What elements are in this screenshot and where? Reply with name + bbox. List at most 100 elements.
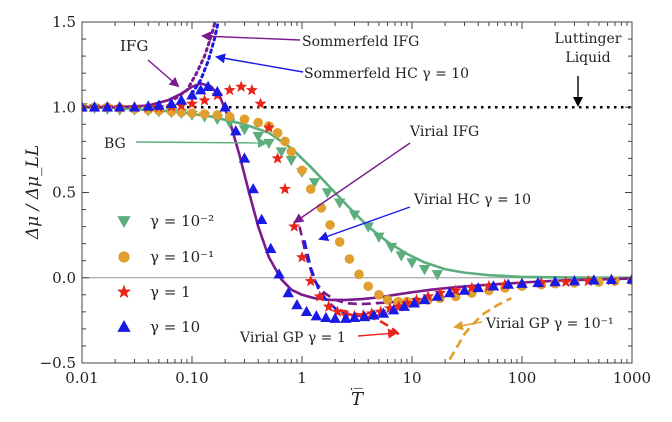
data-point-star xyxy=(304,274,317,287)
legend: γ = 10⁻² γ = 10⁻¹ γ = 1 γ = 10 xyxy=(117,212,214,336)
data-point-star xyxy=(175,99,188,111)
data-point-star xyxy=(582,274,595,287)
data-point-triangle-down xyxy=(321,188,334,199)
data-point-triangle-up xyxy=(532,276,544,288)
annotation-virial-ifg: Virial IFG xyxy=(409,124,479,140)
x-axis-label: T̅ xyxy=(351,388,365,410)
data-point-triangle-up xyxy=(431,290,444,301)
data-point-triangle-up xyxy=(340,312,352,323)
data-point-triangle-up xyxy=(195,84,207,95)
data-point-star xyxy=(186,97,198,109)
data-point-triangle-up xyxy=(502,278,514,289)
y-tick-label: 1.5 xyxy=(52,13,76,31)
data-point-triangle-down xyxy=(285,155,298,167)
data-point-triangle-up xyxy=(211,85,224,97)
data-point-star xyxy=(322,300,335,312)
data-point-triangle-up xyxy=(255,213,268,224)
annotation-luttinger-line1: Luttinger xyxy=(555,31,622,47)
data-point-circle xyxy=(393,296,404,307)
annotation-virial-hc: Virial HC γ = 10 xyxy=(413,192,531,208)
arrow-sommerfeld-hc xyxy=(215,53,304,73)
legend-marker-circle xyxy=(118,251,130,263)
data-point-triangle-down xyxy=(333,198,346,209)
data-point-triangle-up xyxy=(487,280,500,291)
x-tick-label: 10 xyxy=(402,369,421,387)
y-tick-label: 1.0 xyxy=(52,98,76,116)
data-point-star xyxy=(422,290,435,302)
data-point-triangle-up xyxy=(377,307,390,318)
data-point-triangle-up xyxy=(458,284,471,295)
data-point-star xyxy=(400,297,413,309)
data-point-circle xyxy=(239,114,250,124)
data-point-triangle-up xyxy=(175,94,188,105)
data-point-star xyxy=(278,182,291,195)
data-point-triangle-up xyxy=(88,101,101,112)
data-point-circle xyxy=(325,220,335,230)
data-point-star xyxy=(235,80,248,92)
data-point-circle xyxy=(305,184,316,194)
data-point-triangle-up xyxy=(626,273,632,284)
data-point-triangle-up xyxy=(310,310,323,321)
data-point-circle xyxy=(212,110,223,120)
data-point-star xyxy=(262,121,275,133)
data-point-star xyxy=(331,305,344,317)
x-tick-label: 0.10 xyxy=(175,369,208,387)
data-point-triangle-up xyxy=(300,305,313,317)
data-point-star xyxy=(465,281,478,294)
annotation-luttinger-line2: Liquid xyxy=(565,50,610,66)
data-point-star xyxy=(559,275,572,288)
legend-marker-triangle-down xyxy=(117,216,131,228)
legend-label-gamma-10: γ = 10 xyxy=(150,318,200,336)
series-line-ifg xyxy=(82,82,632,302)
data-point-circle xyxy=(354,269,364,280)
data-point-circle xyxy=(253,117,264,128)
data-point-triangle-up xyxy=(443,287,456,298)
data-point-star xyxy=(296,250,308,263)
series-line-sommerfeld-ifg xyxy=(173,22,217,101)
data-point-triangle-up xyxy=(418,293,431,305)
annotation-virial-gp-1: Virial GP γ = 1 xyxy=(239,330,346,346)
data-point-star xyxy=(535,276,548,288)
data-point-circle xyxy=(334,237,345,247)
data-point-triangle-up xyxy=(358,310,371,322)
data-point-triangle-down xyxy=(395,251,408,262)
data-point-triangle-up xyxy=(516,277,528,288)
data-point-triangle-up xyxy=(368,309,380,320)
data-point-star xyxy=(245,83,258,96)
data-point-triangle-up xyxy=(329,312,341,323)
y-tick-label: −0.5 xyxy=(40,354,76,372)
data-point-triangle-down xyxy=(406,258,418,269)
data-point-triangle-down xyxy=(385,242,398,254)
data-point-triangle-up xyxy=(549,276,561,287)
data-point-star xyxy=(383,302,396,314)
data-point-star xyxy=(271,152,284,164)
data-point-triangle-up xyxy=(265,242,277,253)
data-point-triangle-up xyxy=(128,101,141,112)
data-point-circle xyxy=(280,136,290,147)
data-point-triangle-down xyxy=(275,147,288,158)
data-point-triangle-down xyxy=(238,125,251,136)
legend-label-gamma-1: γ = 1 xyxy=(150,283,191,301)
x-tick-label: 100 xyxy=(508,369,537,387)
data-point-triangle-up xyxy=(320,311,332,323)
x-tick-label: 1 xyxy=(297,369,307,387)
y-tick-label: 0.5 xyxy=(52,184,76,202)
annotation-bg: BG xyxy=(104,136,126,152)
data-point-triangle-down xyxy=(223,118,236,129)
arrow-bg xyxy=(135,137,268,148)
data-point-star xyxy=(365,307,378,319)
arrow-virial-ifg xyxy=(293,142,411,224)
y-tick-label: 0.0 xyxy=(52,269,76,287)
data-point-triangle-up xyxy=(273,268,285,279)
data-point-triangle-up xyxy=(568,275,581,286)
x-tick-label: 1000 xyxy=(613,369,651,387)
data-point-star xyxy=(254,97,267,109)
data-point-triangle-up xyxy=(398,300,410,311)
data-point-star xyxy=(498,278,511,290)
data-point-triangle-down xyxy=(252,132,264,143)
data-point-triangle-up xyxy=(605,273,618,284)
data-point-triangle-up xyxy=(219,101,231,112)
data-point-star xyxy=(374,305,387,317)
annotation-sommerfeld-ifg: Sommerfeld IFG xyxy=(302,34,419,50)
data-point-triangle-down xyxy=(308,178,321,189)
